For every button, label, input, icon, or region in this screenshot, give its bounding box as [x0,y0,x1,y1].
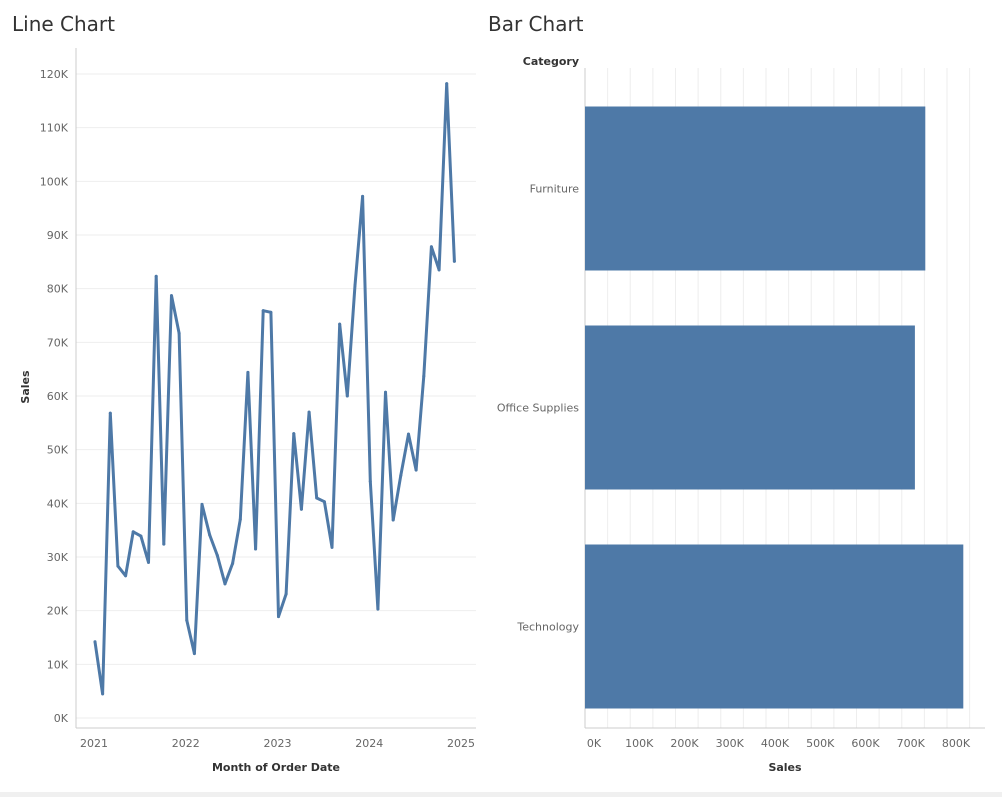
sales-line[interactable] [93,82,456,696]
line-point[interactable] [414,468,418,472]
line-point[interactable] [215,553,219,557]
line-chart-title: Line Chart [12,12,115,36]
line-point[interactable] [292,432,296,436]
bar-x-tick-label: 200K [670,737,699,750]
x-tick-label: 2024 [355,737,383,750]
category-label: Furniture [530,183,580,196]
bar-x-tick-label: 700K [897,737,926,750]
line-point[interactable] [200,502,204,506]
line-point[interactable] [154,274,158,278]
y-tick-label: 40K [47,497,69,510]
line-point[interactable] [254,547,258,551]
line-point[interactable] [277,615,280,619]
line-point[interactable] [322,500,326,504]
line-point[interactable] [246,370,250,374]
line-point[interactable] [284,592,288,596]
y-tick-label: 90K [47,229,69,242]
line-point[interactable] [330,545,334,549]
category-label: Office Supplies [497,402,579,415]
line-point[interactable] [108,411,112,415]
line-point[interactable] [261,309,265,313]
line-point[interactable] [139,534,143,538]
bar-x-tick-label: 300K [716,737,745,750]
bar-x-tick-label: 600K [851,737,880,750]
x-tick-label: 2021 [80,737,108,750]
bar-x-tick-label: 500K [806,737,835,750]
category-header: Category [523,55,579,68]
bar-x-axis-title: Sales [768,761,802,774]
line-point[interactable] [307,410,311,414]
line-point[interactable] [353,283,357,287]
line-point[interactable] [192,652,196,656]
bar-technology[interactable] [585,544,964,709]
bar-office-supplies[interactable] [585,325,915,490]
line-point[interactable] [376,607,380,611]
bar-x-tick-label: 0K [587,737,602,750]
y-tick-label: 100K [40,175,69,188]
line-point[interactable] [406,432,410,436]
bar-x-tick-label: 100K [625,737,654,750]
y-axis-title: Sales [19,370,32,404]
line-point[interactable] [223,582,227,586]
line-point[interactable] [384,390,388,394]
category-label: Technology [516,621,579,634]
line-point[interactable] [269,310,273,314]
y-tick-label: 60K [47,390,69,403]
line-point[interactable] [391,518,395,522]
line-point[interactable] [338,322,342,326]
line-point[interactable] [185,618,189,622]
line-point[interactable] [399,473,403,477]
y-tick-label: 50K [47,444,69,457]
line-point[interactable] [422,374,426,378]
bar-x-tick-label: 400K [761,737,790,750]
line-point[interactable] [315,496,319,500]
line-point[interactable] [208,533,212,537]
x-tick-label: 2022 [172,737,200,750]
x-tick-label: 2023 [264,737,292,750]
line-point[interactable] [445,82,449,86]
line-point[interactable] [124,574,128,578]
bar-chart-title: Bar Chart [488,12,584,36]
line-point[interactable] [361,194,365,198]
y-tick-label: 10K [47,658,69,671]
line-point[interactable] [452,259,456,263]
y-tick-label: 20K [47,605,69,618]
bar-x-tick-label: 800K [942,737,971,750]
y-tick-label: 0K [54,712,69,725]
line-point[interactable] [131,530,135,534]
line-point[interactable] [238,517,242,521]
line-point[interactable] [93,640,97,644]
line-point[interactable] [162,542,166,546]
y-tick-label: 110K [40,122,69,135]
x-tick-label: 2025 [447,737,475,750]
line-point[interactable] [177,331,181,335]
y-tick-label: 30K [47,551,69,564]
y-tick-label: 120K [40,68,69,81]
line-point[interactable] [101,692,105,696]
line-point[interactable] [429,245,433,249]
bar-furniture[interactable] [585,106,926,271]
line-point[interactable] [345,394,349,398]
line-point[interactable] [231,561,235,565]
line-point[interactable] [116,564,120,568]
line-point[interactable] [169,294,173,298]
x-axis-title: Month of Order Date [212,761,340,774]
y-tick-label: 80K [47,283,69,296]
line-point[interactable] [299,507,303,511]
line-point[interactable] [147,560,151,564]
line-point[interactable] [368,479,372,483]
y-tick-label: 70K [47,336,69,349]
line-point[interactable] [437,268,441,272]
